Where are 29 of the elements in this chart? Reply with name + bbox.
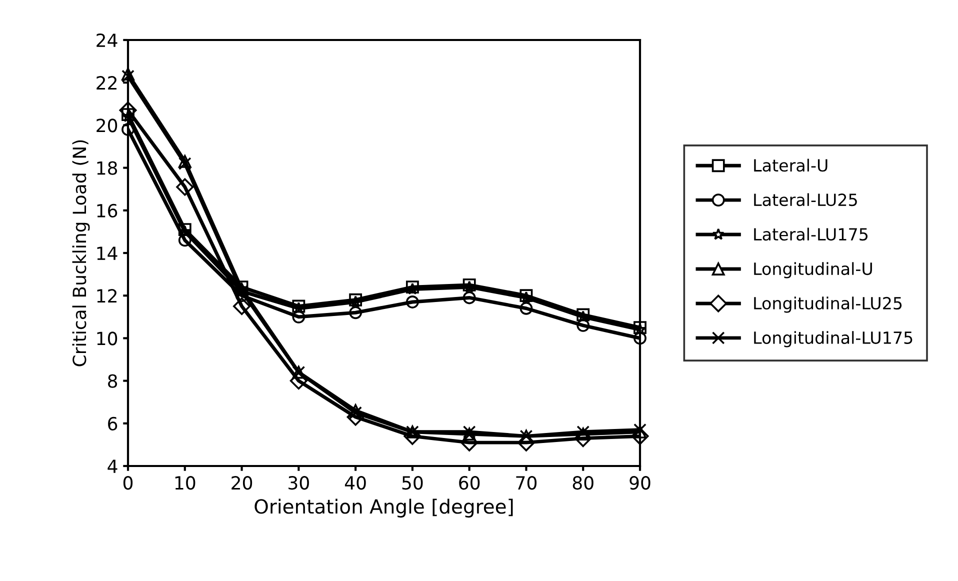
y-tick-label: 14 xyxy=(97,246,118,260)
legend-label: Longitudinal-LU175 xyxy=(754,331,912,348)
x-axis-title: Orientation Angle [degree] xyxy=(254,498,513,518)
x-tick-label: 10 xyxy=(175,476,196,490)
legend-label: Lateral-LU175 xyxy=(754,228,868,241)
x-tick-label: 30 xyxy=(288,476,309,490)
x-tick-label: 40 xyxy=(344,476,366,490)
legend-label: Lateral-U xyxy=(754,158,828,172)
x-tick-label: 80 xyxy=(572,476,594,490)
x-tick-label: 60 xyxy=(459,476,480,490)
x-tick-label: 90 xyxy=(630,476,650,490)
y-tick-label: 8 xyxy=(108,374,118,388)
y-axis-title: Critical Buckling Load (N) xyxy=(72,140,90,366)
legend-label: Longitudinal-U xyxy=(754,262,872,278)
y-tick-label: 16 xyxy=(97,204,118,218)
legend-label: Lateral-LU25 xyxy=(754,193,857,206)
legend-label: Longitudinal-LU25 xyxy=(754,296,902,313)
y-tick-label: 18 xyxy=(97,161,118,175)
y-tick-label: 4 xyxy=(108,460,118,473)
x-tick-label: 50 xyxy=(402,476,423,490)
x-tick-label: 70 xyxy=(516,476,537,490)
y-tick-label: 10 xyxy=(97,332,118,346)
y-tick-label: 22 xyxy=(96,76,116,90)
y-tick-label: 24 xyxy=(96,33,118,47)
x-tick-label: 0 xyxy=(123,476,133,490)
y-tick-label: 6 xyxy=(108,416,118,431)
x-tick-label: 20 xyxy=(232,476,252,490)
y-tick-label: 20 xyxy=(96,118,118,132)
y-tick-label: 12 xyxy=(97,289,116,302)
